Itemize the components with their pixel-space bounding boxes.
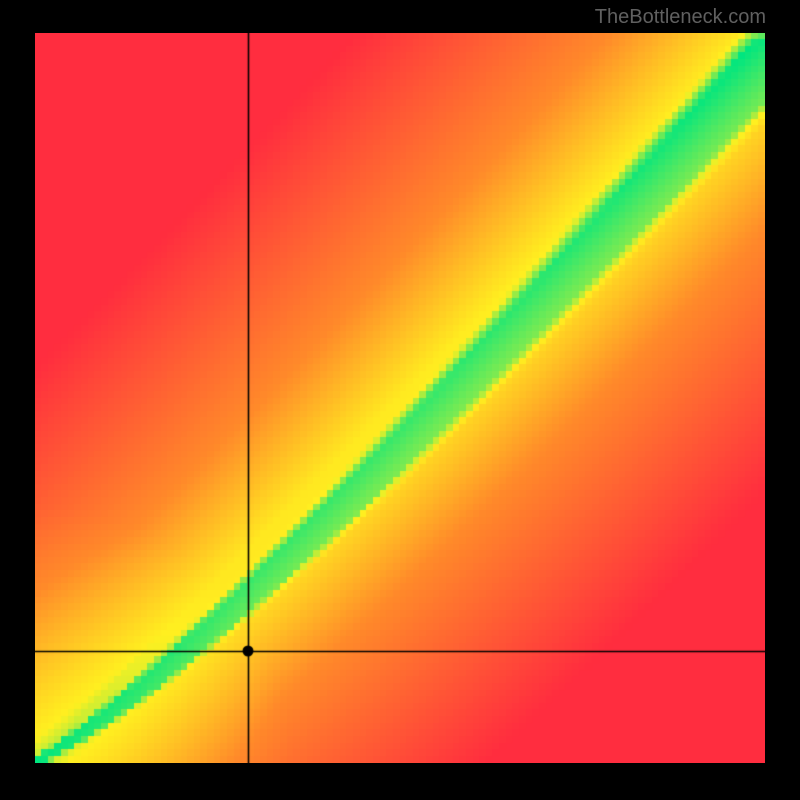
watermark-text: TheBottleneck.com xyxy=(595,6,766,29)
bottleneck-heatmap xyxy=(35,33,765,763)
page-root: TheBottleneck.com xyxy=(0,0,800,800)
crosshair-overlay xyxy=(35,33,765,763)
